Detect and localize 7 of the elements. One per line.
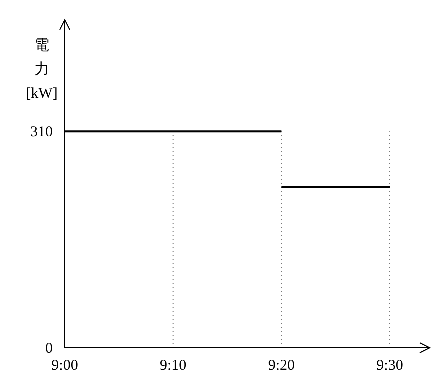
y-tick-label: 0 [46,341,53,357]
y-tick-label: 310 [30,124,53,141]
x-tick-label: 9:20 [268,358,296,374]
ylabel: 電力 [kW] [26,38,58,102]
x-tick-label: 9:00 [52,358,78,374]
x-tick-label: 9:30 [376,358,404,374]
x-tick-label: 9:10 [160,358,187,374]
